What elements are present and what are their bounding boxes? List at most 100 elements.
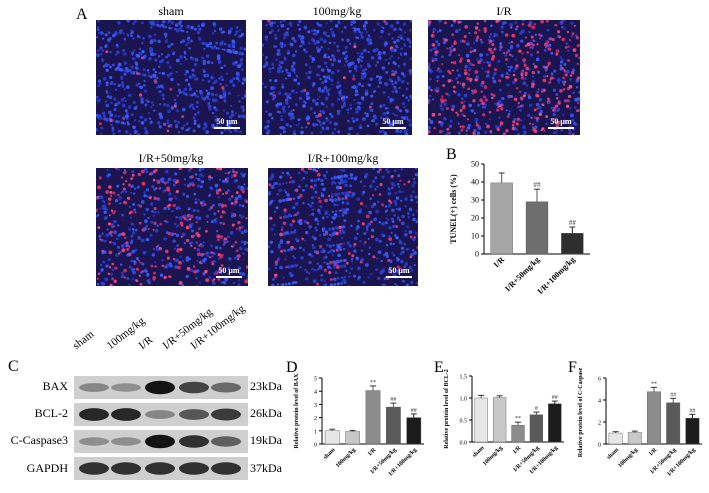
nucleus bbox=[385, 70, 389, 74]
nucleus bbox=[349, 173, 354, 177]
nucleus bbox=[297, 82, 301, 86]
nucleus bbox=[103, 216, 108, 220]
nucleus bbox=[273, 210, 277, 213]
nucleus bbox=[350, 267, 354, 270]
nucleus bbox=[311, 244, 314, 247]
nucleus bbox=[322, 111, 326, 115]
nucleus bbox=[148, 35, 152, 39]
nucleus bbox=[281, 70, 284, 73]
nucleus bbox=[161, 177, 165, 181]
nucleus bbox=[184, 73, 187, 76]
tunel-positive-nucleus bbox=[472, 99, 476, 103]
nucleus bbox=[132, 268, 136, 271]
nucleus bbox=[214, 220, 218, 224]
nucleus bbox=[382, 27, 385, 30]
nucleus bbox=[505, 109, 508, 112]
tunel-positive-nucleus bbox=[289, 176, 293, 179]
nucleus bbox=[131, 169, 135, 174]
tunel-positive-nucleus bbox=[526, 42, 531, 47]
nucleus bbox=[387, 95, 390, 99]
nucleus bbox=[365, 263, 369, 267]
nucleus bbox=[131, 53, 134, 56]
nucleus bbox=[497, 59, 501, 63]
nucleus bbox=[390, 208, 395, 213]
nucleus bbox=[563, 27, 566, 30]
nucleus bbox=[342, 103, 347, 107]
nucleus bbox=[387, 218, 390, 221]
nucleus bbox=[449, 119, 453, 123]
nucleus bbox=[384, 106, 388, 110]
nucleus bbox=[391, 48, 395, 52]
nucleus bbox=[130, 191, 133, 195]
nucleus bbox=[290, 264, 295, 269]
nucleus bbox=[416, 218, 418, 222]
nucleus bbox=[203, 122, 208, 126]
nucleus bbox=[313, 236, 317, 241]
nucleus bbox=[462, 86, 465, 89]
nucleus bbox=[486, 74, 490, 78]
nucleus bbox=[461, 113, 464, 116]
blot-band bbox=[145, 462, 175, 475]
nucleus bbox=[323, 280, 326, 283]
tunel-positive-nucleus bbox=[496, 128, 500, 132]
tunel-positive-nucleus bbox=[328, 271, 332, 275]
nucleus bbox=[243, 243, 246, 246]
nucleus bbox=[217, 47, 220, 50]
nucleus bbox=[292, 255, 295, 258]
nucleus bbox=[389, 101, 392, 104]
micrograph-ir100: 50 μm bbox=[268, 168, 418, 286]
nucleus bbox=[393, 27, 397, 32]
tunel-positive-nucleus bbox=[174, 181, 178, 185]
nucleus bbox=[533, 39, 536, 42]
nucleus bbox=[368, 35, 371, 39]
tunel-positive-nucleus bbox=[295, 188, 299, 192]
nucleus bbox=[124, 109, 128, 113]
nucleus bbox=[384, 44, 387, 48]
nucleus bbox=[332, 244, 335, 247]
nucleus bbox=[570, 34, 574, 38]
nucleus bbox=[280, 283, 285, 286]
nucleus bbox=[389, 24, 394, 28]
nucleus bbox=[120, 274, 125, 279]
nucleus bbox=[515, 27, 518, 31]
tunel-positive-nucleus bbox=[323, 268, 327, 272]
nucleus bbox=[268, 192, 271, 196]
tunel-positive-nucleus bbox=[389, 201, 393, 204]
nucleus bbox=[280, 67, 283, 70]
nucleus bbox=[234, 112, 237, 115]
nucleus bbox=[305, 270, 309, 274]
nucleus bbox=[300, 179, 303, 182]
nucleus bbox=[290, 42, 294, 47]
nucleus bbox=[185, 43, 188, 47]
tunel-positive-nucleus bbox=[521, 22, 525, 26]
nucleus bbox=[119, 202, 122, 205]
nucleus bbox=[240, 197, 243, 200]
tunel-positive-nucleus bbox=[495, 20, 499, 23]
tunel-positive-nucleus bbox=[398, 219, 402, 222]
nucleus bbox=[340, 30, 344, 33]
nucleus bbox=[317, 168, 320, 170]
tunel-positive-nucleus bbox=[163, 181, 167, 185]
nucleus bbox=[213, 29, 217, 33]
nucleus bbox=[181, 232, 186, 237]
nucleus bbox=[230, 104, 233, 108]
nucleus bbox=[284, 282, 288, 286]
nucleus bbox=[355, 110, 359, 114]
nucleus bbox=[457, 122, 460, 125]
nucleus bbox=[126, 253, 130, 257]
nucleus bbox=[169, 72, 173, 76]
nucleus bbox=[130, 185, 133, 188]
tunel-positive-nucleus bbox=[557, 120, 561, 125]
nucleus bbox=[123, 69, 128, 73]
nucleus bbox=[201, 168, 205, 171]
nucleus bbox=[333, 122, 338, 126]
nucleus bbox=[382, 103, 386, 107]
nucleus bbox=[145, 170, 149, 174]
nucleus bbox=[188, 214, 192, 217]
tunel-positive-nucleus bbox=[516, 117, 521, 122]
nucleus bbox=[320, 178, 324, 183]
tunel-positive-nucleus bbox=[575, 35, 580, 40]
x-tick-label: 100mg/kg bbox=[335, 447, 357, 469]
nucleus bbox=[133, 49, 136, 52]
tunel-positive-nucleus bbox=[178, 281, 183, 285]
